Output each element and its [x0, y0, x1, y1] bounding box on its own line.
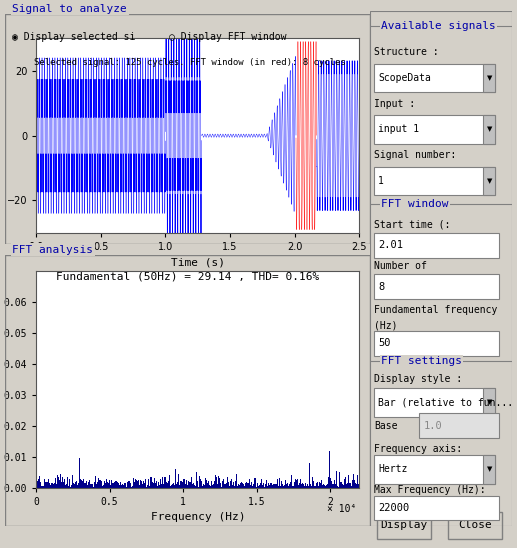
Text: Selected signal: 125 cycles. FFT window (in red): 8 cycles: Selected signal: 125 cycles. FFT window …	[34, 58, 346, 66]
Text: FFT analysis: FFT analysis	[12, 245, 94, 255]
Text: Max Frequency (Hz):: Max Frequency (Hz):	[374, 485, 485, 495]
Text: FFT window: FFT window	[381, 199, 449, 209]
Text: × 10⁴: × 10⁴	[327, 504, 356, 513]
X-axis label: Frequency (Hz): Frequency (Hz)	[150, 512, 245, 522]
Text: ▼: ▼	[487, 466, 493, 472]
FancyBboxPatch shape	[374, 115, 495, 144]
Text: Start time (:: Start time (:	[374, 220, 450, 230]
FancyBboxPatch shape	[419, 413, 499, 438]
Text: Frequency axis:: Frequency axis:	[374, 444, 462, 454]
Text: Available signals: Available signals	[381, 21, 496, 31]
FancyBboxPatch shape	[374, 496, 499, 521]
Text: ▼: ▼	[487, 127, 493, 133]
Text: Input :: Input :	[374, 99, 415, 109]
Text: Structure :: Structure :	[374, 47, 438, 57]
Text: ScopeData: ScopeData	[378, 73, 431, 83]
Text: 1.0: 1.0	[423, 421, 443, 431]
Text: Number of: Number of	[374, 261, 427, 271]
FancyBboxPatch shape	[483, 455, 495, 483]
Text: 8: 8	[378, 282, 385, 292]
FancyBboxPatch shape	[377, 512, 431, 539]
FancyBboxPatch shape	[483, 167, 495, 195]
Text: Close: Close	[458, 520, 492, 530]
FancyBboxPatch shape	[374, 274, 499, 299]
FancyBboxPatch shape	[374, 455, 495, 483]
FancyBboxPatch shape	[374, 233, 499, 258]
Text: ▼: ▼	[487, 178, 493, 184]
Text: Display style :: Display style :	[374, 374, 462, 384]
FancyBboxPatch shape	[374, 64, 495, 92]
FancyBboxPatch shape	[374, 167, 495, 195]
Text: ▼: ▼	[487, 75, 493, 81]
Text: input 1: input 1	[378, 124, 419, 134]
Text: ◉ Display selected si: ◉ Display selected si	[12, 32, 136, 42]
Text: FFT settings: FFT settings	[381, 356, 462, 366]
Text: Signal to analyze: Signal to analyze	[12, 4, 127, 14]
FancyBboxPatch shape	[374, 389, 495, 416]
Text: ○ Display FFT window: ○ Display FFT window	[169, 32, 287, 42]
X-axis label: Time (s): Time (s)	[171, 258, 225, 267]
FancyBboxPatch shape	[448, 512, 502, 539]
FancyBboxPatch shape	[483, 115, 495, 144]
Text: 22000: 22000	[378, 503, 409, 513]
Text: Hertz: Hertz	[378, 464, 407, 475]
Text: Fundamental frequency: Fundamental frequency	[374, 305, 497, 315]
Text: 50: 50	[378, 338, 391, 348]
FancyBboxPatch shape	[374, 331, 499, 356]
FancyBboxPatch shape	[483, 64, 495, 92]
Text: Base: Base	[374, 421, 398, 431]
Text: Bar (relative to fun...: Bar (relative to fun...	[378, 397, 513, 408]
Text: 1: 1	[378, 176, 384, 186]
Text: Display: Display	[380, 520, 428, 530]
Text: 2.01: 2.01	[378, 241, 403, 250]
Text: ▼: ▼	[487, 399, 493, 406]
Text: Signal number:: Signal number:	[374, 150, 456, 160]
Text: (Hz): (Hz)	[374, 320, 398, 330]
Text: Fundamental (50Hz) = 29.14 , THD= 0.16%: Fundamental (50Hz) = 29.14 , THD= 0.16%	[56, 271, 319, 282]
FancyBboxPatch shape	[483, 389, 495, 416]
